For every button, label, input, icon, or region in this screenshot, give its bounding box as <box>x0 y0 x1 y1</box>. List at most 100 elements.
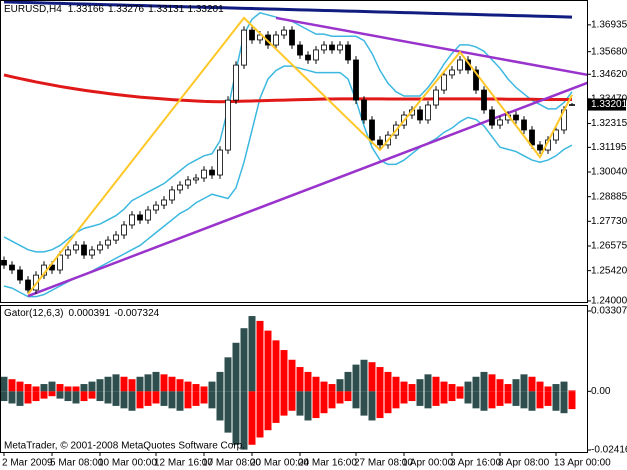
x-tick-label: 1 Apr 00:00 <box>402 458 454 469</box>
gator-bar <box>360 359 368 392</box>
gator-bar <box>360 391 368 416</box>
candle-body <box>521 119 527 131</box>
symbol-header: EURUSD,H4 1.33166 1.33276 1.33131 1.33201 <box>4 4 224 15</box>
gator-bar <box>40 384 48 392</box>
gator-title: Gator(12,6,3) <box>4 308 63 319</box>
gator-bar <box>352 364 360 392</box>
gator-bar <box>288 359 296 392</box>
gator-bar <box>264 391 272 431</box>
gator-bar <box>104 391 112 404</box>
gator-bar <box>40 391 48 399</box>
y-tick-label: 0.033079 <box>591 306 627 317</box>
gator-frame <box>0 305 588 453</box>
price-frame <box>0 0 588 303</box>
gator-bar <box>456 391 464 399</box>
gator-bar <box>8 391 16 404</box>
indicator-line <box>3 0 573 19</box>
gator-bar <box>136 391 144 409</box>
gator-header: Gator(12,6,3) 0.000391 -0.007324 <box>4 308 160 319</box>
gator-bar <box>16 391 24 406</box>
gator-bar <box>472 391 480 409</box>
gator-bar <box>328 384 336 392</box>
gator-bar <box>440 391 448 404</box>
gator-lower-last: -0.007324 <box>114 308 159 319</box>
gator-bar <box>376 367 384 392</box>
gator-bar <box>512 391 520 406</box>
gator-bar <box>568 390 576 392</box>
y-tick-label: 1.35680 <box>591 46 627 57</box>
candle-body <box>145 209 151 221</box>
x-tick-label: 5 Mar 08:00 <box>50 458 104 469</box>
candle-body <box>81 244 87 256</box>
gator-bar <box>256 391 264 438</box>
gator-bar <box>216 391 224 421</box>
candle-body <box>169 189 175 201</box>
candle-body <box>257 34 263 41</box>
candle-body <box>313 49 319 61</box>
candle-body <box>345 44 351 61</box>
gator-bar <box>408 384 416 392</box>
candle-body <box>113 234 119 241</box>
x-tick-label: 10 Mar 00:00 <box>98 458 157 469</box>
y-tick-label: 1.34620 <box>591 69 627 80</box>
candle-body <box>537 144 543 151</box>
last-open: 1.33166 <box>68 4 105 15</box>
candle-body <box>481 89 487 111</box>
x-tick-label: 13 Apr 00:00 <box>554 458 611 469</box>
candle-body <box>25 279 31 291</box>
candle-body <box>417 109 423 121</box>
candle-body <box>185 179 191 186</box>
y-tick-label: 1.25420 <box>591 265 627 276</box>
y-tick-label: 1.24000 <box>591 296 627 307</box>
candle-body <box>1 259 7 266</box>
gator-bar <box>368 391 376 421</box>
x-tick-label: 27 Mar 08:00 <box>354 458 413 469</box>
gator-bar <box>120 376 128 392</box>
gator-bar <box>504 384 512 392</box>
gator-bar <box>384 371 392 392</box>
gator-bar <box>32 391 40 402</box>
gator-bar <box>64 386 72 392</box>
gator-bar <box>160 391 168 406</box>
gator-bar <box>104 376 112 392</box>
candle-body <box>473 69 479 91</box>
candle-body <box>137 214 143 221</box>
gator-bar <box>88 381 96 392</box>
gator-bar <box>480 371 488 392</box>
candle-body <box>161 199 167 206</box>
candle-body <box>121 224 127 236</box>
gator-bar <box>136 376 144 392</box>
gator-bar <box>336 379 344 392</box>
gator-bar <box>80 384 88 392</box>
candle-body <box>569 104 575 106</box>
gator-bar <box>264 330 272 392</box>
gator-bar <box>288 391 296 411</box>
y-tick-label: 1.28885 <box>591 191 627 202</box>
gator-bar <box>224 357 232 392</box>
gator-bar <box>416 379 424 392</box>
candle-body <box>89 249 95 256</box>
candle-body <box>97 244 103 251</box>
gator-bar <box>320 391 328 414</box>
gator-bar <box>184 391 192 409</box>
gator-bar <box>432 376 440 392</box>
candle-body <box>329 44 335 51</box>
gator-bar <box>472 376 480 392</box>
gator-bar <box>432 391 440 406</box>
gator-bar <box>456 386 464 392</box>
gator-bar <box>192 384 200 392</box>
gator-bar <box>416 391 424 406</box>
gator-bar <box>152 391 160 404</box>
candle-body <box>425 104 431 121</box>
gator-bar <box>272 340 280 392</box>
gator-bar <box>520 374 528 392</box>
gator-bar <box>272 391 280 423</box>
gator-bar <box>384 391 392 414</box>
gator-bar <box>376 391 384 419</box>
candle-body <box>529 129 535 146</box>
gator-bar <box>240 328 248 392</box>
candle-body <box>353 59 359 101</box>
gator-bar <box>440 381 448 392</box>
gator-bar <box>392 376 400 392</box>
